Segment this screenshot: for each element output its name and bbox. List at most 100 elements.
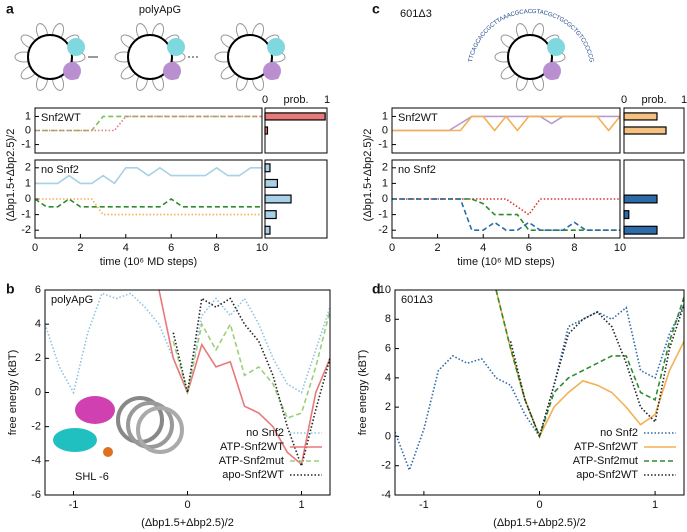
y-tick-label: -1 [378,209,388,221]
chart: 0 1 prob. [262,94,330,154]
chart-title: prob. [283,94,308,106]
y-tick-label: -1 [21,209,31,221]
line-series [495,290,684,439]
snf2-lobe [543,62,561,80]
y-tick-label: -6 [31,489,41,501]
x-tick-label: 0 [536,499,542,511]
x-tick-label: 10 [614,242,626,254]
x-tick-label: 0 [262,94,268,106]
line-series [395,304,684,473]
chart [623,159,685,239]
bar [623,112,658,121]
sequence-path: TTCAGCACCGCTTAAACGCACGTACGCTGCGCTGTCCCCC… [0,0,595,63]
legend-label: apo-Snf2WT [576,469,638,481]
sequence: TTCAGCACCGCTTAAACGCACGTACGCTGCGCTGTCCCCC… [0,0,595,63]
chart-title: prob. [641,94,666,106]
inset-dna [136,406,184,454]
line-series [392,198,620,231]
annotation: 601Δ3 [401,294,433,306]
legend-label: ATP-Snf2mut [219,455,284,467]
y-axis-label: (Δbp1.5+Δbp2.5)/2 [362,129,374,222]
annotation: Snf2WT [41,112,81,124]
x-tick-label: 1 [298,499,304,511]
x-tick-label: 2 [435,242,441,254]
x-axis-label: time (10⁶ MD steps) [100,256,197,268]
snf2-lobe [67,38,85,56]
y-tick-label: 0 [382,193,388,205]
legend-label: no Snf2 [246,427,284,439]
y-tick-label: -2 [378,224,388,236]
plot-frame [394,289,685,496]
y-tick-label: 2 [35,352,41,364]
x-tick-label: -1 [69,499,79,511]
bar [264,112,326,121]
inset-site [103,447,113,457]
x-tick-label: 0 [184,499,190,511]
annotation: Snf2WT [398,112,438,124]
chart: 0 1 prob. [621,94,687,154]
line-series [392,198,620,231]
y-tick-label: 1 [382,110,388,122]
panel-label: a [6,1,14,17]
bar [264,210,277,220]
chart: -6 -4 -2 0 2 4 6 -1 0 1 polyApG SHL -6 (Δbp1.5+Δbp2.… [7,284,331,529]
x-axis-label: (Δbp1.5+Δbp2.5)/2 [141,517,234,529]
x-tick-label: 6 [526,242,532,254]
plot-frame [34,107,263,154]
chart [264,159,328,239]
bar [264,194,292,204]
legend-label: ATP-Snf2WT [574,441,638,453]
inset-protein [75,396,115,424]
y-tick-label: 1 [382,177,388,189]
y-tick-label: -2 [31,421,41,433]
x-tick-label: 0 [389,242,395,254]
y-tick-label: 6 [35,284,41,296]
y-tick-label: -4 [31,455,41,467]
y-tick-label: 2 [382,162,388,174]
snf2-lobe [167,38,185,56]
y-tick-label: 6 [385,342,391,354]
panel-label: d [372,281,381,297]
x-tick-label: 10 [256,242,268,254]
plot-frame [623,159,685,239]
line-series [392,115,620,132]
plot-frame [264,159,328,239]
y-tick-label: 10 [379,284,391,296]
y-tick-label: 2 [25,162,31,174]
diagram-title: polyApG [139,4,181,16]
plot-frame [264,107,328,154]
y-tick-label: 0 [25,193,31,205]
plot-frame [44,289,331,496]
annotation: no Snf2 [398,164,436,176]
y-tick-label: 4 [385,372,391,384]
y-tick-label: 4 [35,318,41,330]
line-series [35,115,262,132]
chart: -1 0 1 Snf2WT [21,107,263,154]
legend-label: ATP-Snf2mut [573,455,638,467]
y-tick-label: 1 [25,110,31,122]
annotation: no Snf2 [41,164,79,176]
plot-frame [623,107,685,154]
legend-label: apo-Snf2WT [222,469,284,481]
histone-core [227,34,273,80]
annotation: SHL -6 [75,471,109,483]
y-tick-label: 1 [25,177,31,189]
y-tick-label: 0 [382,124,388,136]
bar [623,126,667,135]
line-series [172,310,330,420]
snf2-lobe [163,62,181,80]
annotation: polyApG [51,294,93,306]
bar [264,178,278,188]
legend-label: no Snf2 [600,427,638,439]
line-series [509,304,684,439]
legend-label: ATP-Snf2WT [220,441,284,453]
x-axis-label: (Δbp1.5+Δbp2.5)/2 [493,517,586,529]
y-tick-label: -1 [21,138,31,150]
y-tick-label: 2 [385,401,391,413]
x-tick-label: 8 [571,242,577,254]
histone-core [507,34,553,80]
panel-label: b [6,281,15,297]
x-tick-label: 4 [480,242,486,254]
x-tick-label: 1 [681,94,687,106]
